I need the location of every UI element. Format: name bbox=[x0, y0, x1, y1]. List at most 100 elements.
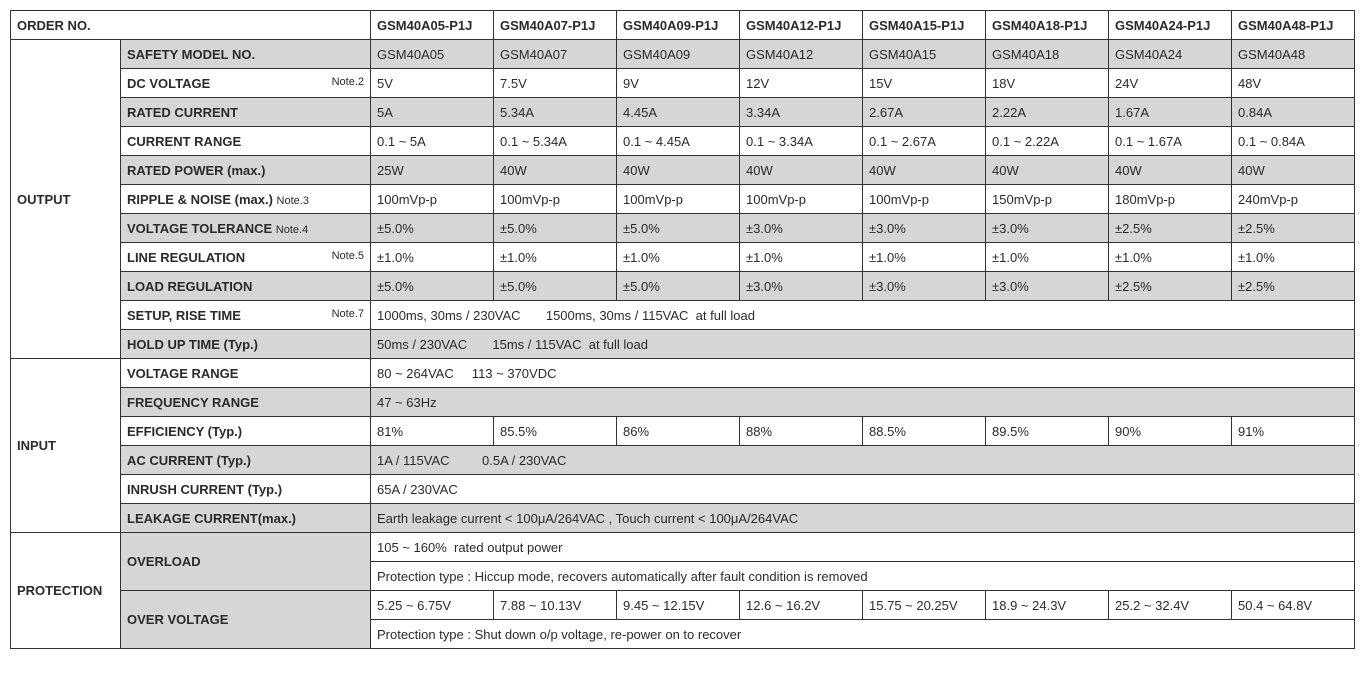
cell: 0.1 ~ 5.34A bbox=[494, 127, 617, 156]
row-rated-power: RATED POWER (max.) 25W 40W 40W 40W 40W 4… bbox=[11, 156, 1355, 185]
param-label: RATED POWER (max.) bbox=[121, 156, 371, 185]
cell: 0.84A bbox=[1232, 98, 1355, 127]
cell: 100mVp-p bbox=[863, 185, 986, 214]
model-header: GSM40A15-P1J bbox=[863, 11, 986, 40]
cell-full: Earth leakage current < 100μA/264VAC , T… bbox=[371, 504, 1355, 533]
param-label: DC VOLTAGE Note.2 bbox=[121, 69, 371, 98]
cell: ±3.0% bbox=[863, 272, 986, 301]
model-header: GSM40A05-P1J bbox=[371, 11, 494, 40]
cell: 0.1 ~ 5A bbox=[371, 127, 494, 156]
cell: ±1.0% bbox=[371, 243, 494, 272]
cell: 88.5% bbox=[863, 417, 986, 446]
cell: 81% bbox=[371, 417, 494, 446]
cell: GSM40A05 bbox=[371, 40, 494, 69]
cell: 7.5V bbox=[494, 69, 617, 98]
param-label: EFFICIENCY (Typ.) bbox=[121, 417, 371, 446]
section-output: OUTPUT bbox=[11, 40, 121, 359]
cell: 5A bbox=[371, 98, 494, 127]
param-label: LEAKAGE CURRENT(max.) bbox=[121, 504, 371, 533]
cell: 9.45 ~ 12.15V bbox=[617, 591, 740, 620]
cell: 88% bbox=[740, 417, 863, 446]
cell: 40W bbox=[863, 156, 986, 185]
cell: 1.67A bbox=[1109, 98, 1232, 127]
cell: ±1.0% bbox=[617, 243, 740, 272]
note-text: Note.5 bbox=[332, 250, 364, 262]
row-overload-1: PROTECTION OVERLOAD 105 ~ 160% rated out… bbox=[11, 533, 1355, 562]
cell-full: 1000ms, 30ms / 230VAC 1500ms, 30ms / 115… bbox=[371, 301, 1355, 330]
cell: 25W bbox=[371, 156, 494, 185]
cell: 18.9 ~ 24.3V bbox=[986, 591, 1109, 620]
row-safety-model: OUTPUT SAFETY MODEL NO. GSM40A05 GSM40A0… bbox=[11, 40, 1355, 69]
row-voltage-range: INPUT VOLTAGE RANGE 80 ~ 264VAC 113 ~ 37… bbox=[11, 359, 1355, 388]
param-label: OVER VOLTAGE bbox=[121, 591, 371, 649]
model-header: GSM40A48-P1J bbox=[1232, 11, 1355, 40]
row-holdup: HOLD UP TIME (Typ.) 50ms / 230VAC 15ms /… bbox=[11, 330, 1355, 359]
model-header: GSM40A24-P1J bbox=[1109, 11, 1232, 40]
cell-full: 50ms / 230VAC 15ms / 115VAC at full load bbox=[371, 330, 1355, 359]
cell: 25.2 ~ 32.4V bbox=[1109, 591, 1232, 620]
cell: ±5.0% bbox=[617, 272, 740, 301]
param-label: OVERLOAD bbox=[121, 533, 371, 591]
param-label: SETUP, RISE TIMENote.7 bbox=[121, 301, 371, 330]
cell-full: 80 ~ 264VAC 113 ~ 370VDC bbox=[371, 359, 1355, 388]
cell: GSM40A24 bbox=[1109, 40, 1232, 69]
param-label: VOLTAGE TOLERANCE Note.4 bbox=[121, 214, 371, 243]
header-row: ORDER NO. GSM40A05-P1J GSM40A07-P1J GSM4… bbox=[11, 11, 1355, 40]
cell: ±3.0% bbox=[740, 272, 863, 301]
param-label: HOLD UP TIME (Typ.) bbox=[121, 330, 371, 359]
cell: GSM40A09 bbox=[617, 40, 740, 69]
model-header: GSM40A18-P1J bbox=[986, 11, 1109, 40]
cell: 150mVp-p bbox=[986, 185, 1109, 214]
row-rated-current: RATED CURRENT 5A 5.34A 4.45A 3.34A 2.67A… bbox=[11, 98, 1355, 127]
cell: ±2.5% bbox=[1109, 214, 1232, 243]
cell-full: Protection type : Hiccup mode, recovers … bbox=[371, 562, 1355, 591]
cell: 86% bbox=[617, 417, 740, 446]
cell: 0.1 ~ 0.84A bbox=[1232, 127, 1355, 156]
param-label: RIPPLE & NOISE (max.) Note.3 bbox=[121, 185, 371, 214]
label-text: VOLTAGE TOLERANCE bbox=[127, 221, 272, 236]
cell: ±5.0% bbox=[494, 214, 617, 243]
spec-table: ORDER NO. GSM40A05-P1J GSM40A07-P1J GSM4… bbox=[10, 10, 1355, 649]
row-overvoltage-1: OVER VOLTAGE 5.25 ~ 6.75V 7.88 ~ 10.13V … bbox=[11, 591, 1355, 620]
cell: 40W bbox=[986, 156, 1109, 185]
cell: 85.5% bbox=[494, 417, 617, 446]
note-text: Note.2 bbox=[332, 76, 364, 88]
cell: ±5.0% bbox=[371, 214, 494, 243]
cell: 91% bbox=[1232, 417, 1355, 446]
cell: 100mVp-p bbox=[740, 185, 863, 214]
row-line-reg: LINE REGULATIONNote.5 ±1.0% ±1.0% ±1.0% … bbox=[11, 243, 1355, 272]
label-text: DC VOLTAGE bbox=[127, 76, 210, 91]
cell-full: 47 ~ 63Hz bbox=[371, 388, 1355, 417]
cell: ±2.5% bbox=[1232, 272, 1355, 301]
cell: 100mVp-p bbox=[371, 185, 494, 214]
cell: 5V bbox=[371, 69, 494, 98]
param-label: AC CURRENT (Typ.) bbox=[121, 446, 371, 475]
param-label: INRUSH CURRENT (Typ.) bbox=[121, 475, 371, 504]
cell: 48V bbox=[1232, 69, 1355, 98]
cell: 40W bbox=[617, 156, 740, 185]
cell: ±3.0% bbox=[986, 272, 1109, 301]
cell: 40W bbox=[1109, 156, 1232, 185]
cell: 90% bbox=[1109, 417, 1232, 446]
cell: ±5.0% bbox=[371, 272, 494, 301]
cell: 0.1 ~ 2.67A bbox=[863, 127, 986, 156]
row-ripple-noise: RIPPLE & NOISE (max.) Note.3 100mVp-p 10… bbox=[11, 185, 1355, 214]
row-inrush: INRUSH CURRENT (Typ.) 65A / 230VAC bbox=[11, 475, 1355, 504]
cell: 2.22A bbox=[986, 98, 1109, 127]
cell: 12V bbox=[740, 69, 863, 98]
row-voltage-tol: VOLTAGE TOLERANCE Note.4 ±5.0% ±5.0% ±5.… bbox=[11, 214, 1355, 243]
cell-full: 65A / 230VAC bbox=[371, 475, 1355, 504]
cell: 4.45A bbox=[617, 98, 740, 127]
cell: ±2.5% bbox=[1232, 214, 1355, 243]
param-label: VOLTAGE RANGE bbox=[121, 359, 371, 388]
row-freq-range: FREQUENCY RANGE 47 ~ 63Hz bbox=[11, 388, 1355, 417]
model-header: GSM40A07-P1J bbox=[494, 11, 617, 40]
order-no-label: ORDER NO. bbox=[11, 11, 371, 40]
cell-full: 1A / 115VAC 0.5A / 230VAC bbox=[371, 446, 1355, 475]
cell: ±3.0% bbox=[740, 214, 863, 243]
label-text: LINE REGULATION bbox=[127, 250, 245, 265]
row-setup-rise: SETUP, RISE TIMENote.7 1000ms, 30ms / 23… bbox=[11, 301, 1355, 330]
param-label: FREQUENCY RANGE bbox=[121, 388, 371, 417]
cell: 12.6 ~ 16.2V bbox=[740, 591, 863, 620]
cell: 40W bbox=[1232, 156, 1355, 185]
